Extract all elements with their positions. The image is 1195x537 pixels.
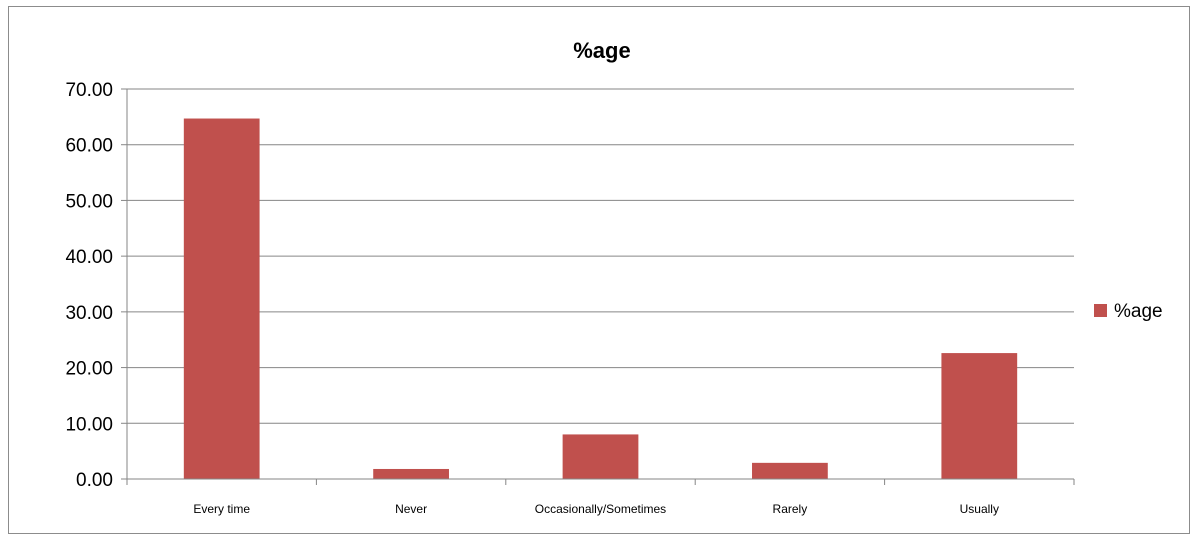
y-tick-label: 20.00 — [65, 359, 113, 380]
bar-every-time — [183, 118, 260, 480]
x-tick-label: Rarely — [773, 502, 808, 516]
bar-never — [373, 468, 449, 479]
bars — [183, 118, 1018, 480]
legend-swatch — [1094, 304, 1107, 317]
x-tick-labels: Every time Never Occasionally/Sometimes Rar… — [193, 502, 999, 516]
y-tick-label: 0.00 — [76, 470, 113, 491]
x-tick-label: Every time — [193, 502, 250, 516]
y-tick-label: 10.00 — [65, 414, 113, 435]
y-tick-label: 70.00 — [65, 80, 113, 101]
y-tick-label: 40.00 — [65, 247, 113, 268]
y-tick-label: 50.00 — [65, 191, 113, 212]
bar-rarely — [752, 462, 828, 479]
bar-usually — [941, 353, 1018, 479]
axes — [121, 88, 1075, 485]
y-tick-label: 60.00 — [65, 136, 113, 157]
legend: %age — [1094, 301, 1163, 322]
x-tick-label: Occasionally/Sometimes — [535, 502, 666, 516]
legend-label-age: %age — [1114, 301, 1163, 322]
y-tick-label: 30.00 — [65, 303, 113, 324]
bar-occasionally-sometimes — [562, 434, 639, 479]
x-tick-label: Usually — [960, 502, 999, 516]
x-tick-label: Never — [395, 502, 427, 516]
gridlines — [127, 88, 1074, 424]
y-tick-labels: 0.00 10.00 20.00 30.00 40.00 50.00 60.00 70.00 — [65, 80, 113, 491]
chart-title: %age — [573, 38, 630, 63]
